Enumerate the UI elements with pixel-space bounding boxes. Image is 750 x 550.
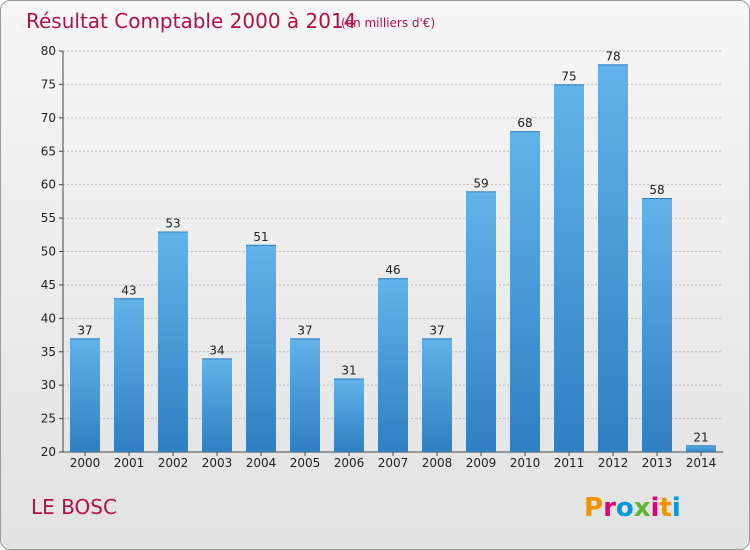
y-tick-label: 55	[41, 211, 56, 225]
y-tick-label: 45	[41, 278, 56, 292]
bar-value-label: 75	[561, 69, 576, 83]
x-tick-label: 2011	[554, 456, 585, 470]
x-tick-label: 2008	[422, 456, 453, 470]
bar	[378, 278, 408, 452]
bar	[510, 131, 540, 452]
bar	[290, 338, 320, 452]
bar-value-label: 51	[253, 230, 268, 244]
bar-value-label: 68	[517, 116, 532, 130]
y-tick-label: 25	[41, 412, 56, 426]
x-tick-label: 2002	[158, 456, 189, 470]
bar	[70, 338, 100, 452]
x-tick-label: 2006	[334, 456, 365, 470]
x-tick-label: 2004	[246, 456, 277, 470]
bar	[334, 378, 364, 452]
bar	[642, 198, 672, 452]
y-tick-label: 50	[41, 245, 56, 259]
y-tick-label: 40	[41, 311, 56, 325]
bar-value-label: 37	[429, 323, 444, 337]
bar	[158, 231, 188, 452]
y-tick-label: 30	[41, 378, 56, 392]
proxiti-logo: Proxiti	[584, 493, 681, 523]
x-tick-label: 2009	[466, 456, 497, 470]
logo-letter: t	[659, 493, 671, 523]
logo-letter: P	[584, 493, 603, 523]
logo-letter: o	[616, 493, 634, 523]
bar-value-label: 78	[605, 49, 620, 63]
y-tick-label: 75	[41, 77, 56, 91]
x-tick-label: 2001	[114, 456, 145, 470]
y-tick-label: 80	[41, 44, 56, 58]
bar-value-label: 46	[385, 263, 400, 277]
y-tick-label: 20	[41, 445, 56, 459]
y-tick-label: 35	[41, 345, 56, 359]
logo-letter: r	[603, 493, 616, 523]
bar	[466, 191, 496, 452]
bar	[422, 338, 452, 452]
chart-unit: (en milliers d'€)	[341, 16, 435, 30]
bar-value-label: 43	[121, 283, 136, 297]
bar-value-label: 58	[649, 183, 664, 197]
bar-value-label: 34	[209, 343, 224, 357]
logo-letter: i	[651, 493, 660, 523]
y-tick-label: 60	[41, 178, 56, 192]
bar-value-label: 53	[165, 216, 180, 230]
bar	[114, 298, 144, 452]
bar	[554, 84, 584, 453]
axes: 20 25 30 35 40 45 50 55 60 65 70 75 80 2000 2001 2002 20…	[41, 44, 723, 470]
x-tick-label: 2005	[290, 456, 321, 470]
bar	[202, 358, 232, 452]
bar-value-label: 31	[341, 363, 356, 377]
bar-value-label: 37	[297, 323, 312, 337]
x-tick-label: 2003	[202, 456, 233, 470]
bar	[246, 244, 276, 452]
y-tick-label: 65	[41, 144, 56, 158]
y-tick-label: 70	[41, 111, 56, 125]
logo-letter: i	[672, 493, 681, 523]
logo-letter: x	[634, 493, 651, 523]
chart-title: Résultat Comptable 2000 à 2014	[26, 9, 356, 33]
bar-value-label: 59	[473, 176, 488, 190]
x-tick-label: 2012	[598, 456, 629, 470]
x-tick-label: 2014	[686, 456, 717, 470]
value-labels: 37 43 53 34 51 37 31 46 37 59 68 75 78 58 21	[77, 49, 708, 444]
bars	[70, 64, 716, 453]
x-tick-label: 2007	[378, 456, 409, 470]
x-tick-label: 2013	[642, 456, 673, 470]
x-tick-label: 2010	[510, 456, 541, 470]
bar	[598, 64, 628, 452]
bar-value-label: 37	[77, 323, 92, 337]
bar	[686, 445, 716, 452]
bar-value-label: 21	[693, 430, 708, 444]
commune-name: LE BOSC	[31, 495, 117, 519]
x-tick-label: 2000	[70, 456, 101, 470]
